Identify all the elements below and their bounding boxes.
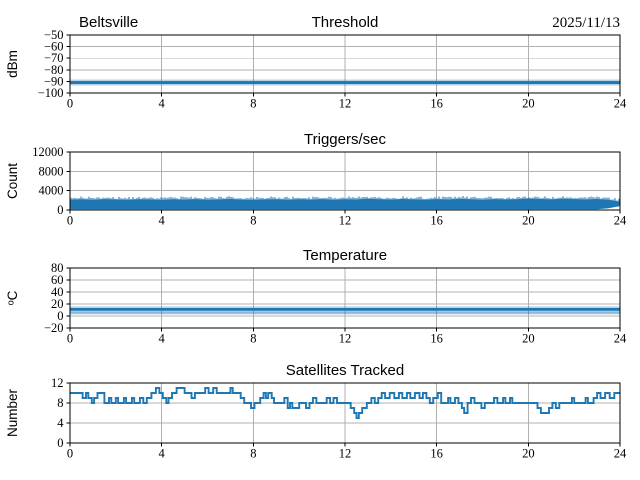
x-tick-label: 16 xyxy=(430,447,443,461)
y-tick-label: 80 xyxy=(51,261,64,275)
satellites-tracked xyxy=(70,387,620,419)
x-tick-label: 0 xyxy=(67,97,73,111)
x-tick-label: 16 xyxy=(430,332,443,346)
series-layer xyxy=(70,196,620,210)
chart-title: Satellites Tracked xyxy=(286,362,404,379)
y-tick-label: 0 xyxy=(57,309,63,323)
x-tick-label: 24 xyxy=(614,332,627,346)
y-tick-label: 4 xyxy=(57,416,64,430)
y-tick-label: −70 xyxy=(44,51,64,65)
y-tick-label: 0 xyxy=(57,436,63,450)
triggers-count-band-fuzz xyxy=(70,196,620,204)
x-tick-label: 8 xyxy=(250,97,256,111)
x-tick-label: 12 xyxy=(339,447,352,461)
x-tick-label: 24 xyxy=(614,214,627,228)
x-tick-label: 16 xyxy=(430,97,443,111)
grid xyxy=(70,383,620,443)
y-tick-label: 60 xyxy=(51,273,64,287)
y-tick-label: −90 xyxy=(44,74,64,88)
x-tick-label: 12 xyxy=(339,97,352,111)
y-tick-label: −50 xyxy=(44,28,64,42)
chart-title: Triggers/sec xyxy=(304,131,386,148)
chart-title: Temperature xyxy=(303,247,387,264)
y-tick-label: −60 xyxy=(44,40,64,54)
chart-title: Threshold xyxy=(312,14,379,31)
x-tick-label: 4 xyxy=(159,447,166,461)
y-tick-label: −100 xyxy=(38,86,64,100)
y-tick-label: 0 xyxy=(57,203,63,217)
chart-triggers: 0 4 8 12 16 20 24 0 4000 8000 12000 Triggers/sec Cou… xyxy=(5,131,627,228)
y-tick-label: 12 xyxy=(51,376,64,390)
y-tick-label: 20 xyxy=(51,297,64,311)
station-label: Beltsville xyxy=(79,14,138,31)
chart-satellites: 0 4 8 12 16 20 24 0 4 8 12 Satellites Tracked Number xyxy=(5,362,627,461)
tick-marks xyxy=(66,382,621,447)
y-tick-label: −20 xyxy=(44,321,64,335)
x-tick-label: 12 xyxy=(339,214,352,228)
x-tick-label: 8 xyxy=(250,214,256,228)
tick-marks xyxy=(66,34,621,97)
x-tick-label: 8 xyxy=(250,332,256,346)
tick-marks xyxy=(66,151,621,214)
y-axis-label: Count xyxy=(5,163,20,199)
y-tick-label: 8000 xyxy=(39,164,64,178)
x-tick-label: 0 xyxy=(67,332,73,346)
x-tick-label: 20 xyxy=(522,332,535,346)
x-tick-label: 20 xyxy=(522,97,535,111)
y-tick-label: 8 xyxy=(57,396,63,410)
chart-threshold: 0 4 8 12 16 20 24 −100−90−80−70−60−50 Threshold B… xyxy=(5,14,627,111)
grid xyxy=(70,268,620,328)
x-tick-label: 4 xyxy=(159,97,166,111)
series-layer xyxy=(70,306,620,315)
date-label: 2025/11/13 xyxy=(552,15,620,31)
y-tick-label: 4000 xyxy=(39,184,64,198)
x-tick-label: 20 xyxy=(522,214,535,228)
y-axis-label: Number xyxy=(5,388,20,437)
y-tick-label: −80 xyxy=(44,63,64,77)
y-axis-label: dBm xyxy=(5,50,20,78)
tick-marks xyxy=(66,267,621,332)
x-tick-label: 16 xyxy=(430,214,443,228)
x-tick-label: 20 xyxy=(522,447,535,461)
y-tick-label: 40 xyxy=(51,285,64,299)
x-tick-label: 24 xyxy=(614,97,627,111)
x-tick-label: 24 xyxy=(614,447,627,461)
x-tick-label: 4 xyxy=(159,332,166,346)
x-tick-label: 4 xyxy=(159,214,166,228)
x-tick-label: 0 xyxy=(67,447,73,461)
y-tick-label: 12000 xyxy=(32,145,63,159)
triggers-count-band xyxy=(70,198,620,210)
series-layer xyxy=(70,387,620,419)
y-axis-label: ᵒC xyxy=(5,290,20,305)
x-tick-label: 0 xyxy=(67,214,73,228)
x-tick-label: 12 xyxy=(339,332,352,346)
x-tick-label: 8 xyxy=(250,447,256,461)
